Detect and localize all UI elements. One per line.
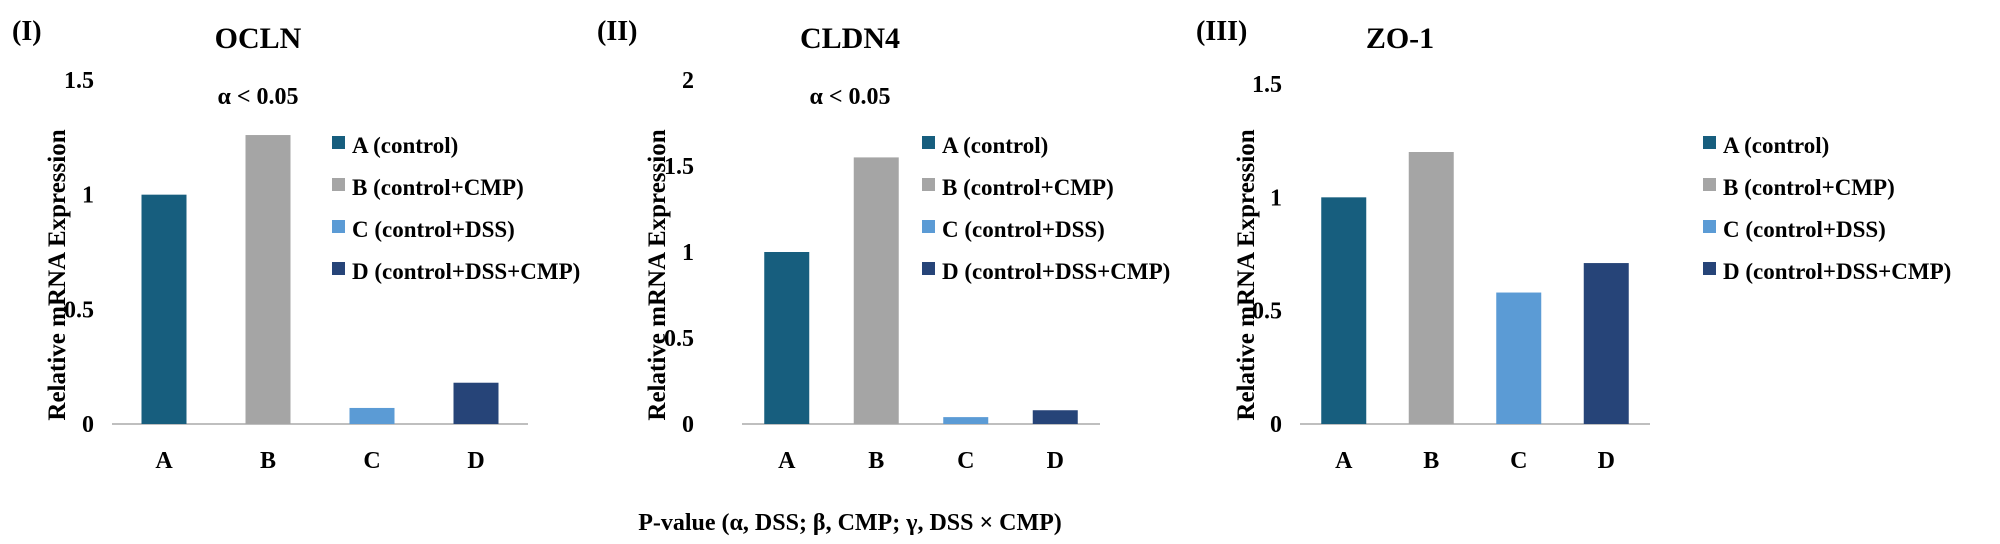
x-tick-label: D (1598, 448, 1615, 474)
chart-title: ZO-1 (1366, 22, 1434, 55)
y-tick-label: 1.5 (664, 154, 694, 180)
plot-area: 0 0.5 1 1.5 2 A B C D (664, 68, 1100, 474)
legend-swatch (332, 136, 345, 149)
plot-area: 0 0.5 1 1.5 A B C D (1252, 72, 1650, 474)
legend-label: C (control+DSS) (1723, 217, 1886, 242)
legend-swatch (1703, 136, 1716, 149)
bar-c (1496, 292, 1542, 424)
bar-c (349, 407, 395, 424)
bar-d (1583, 263, 1629, 424)
significance-annotation: α < 0.05 (809, 84, 890, 110)
x-tick-label: D (1047, 448, 1064, 474)
legend-label: D (control+DSS+CMP) (352, 259, 580, 284)
y-tick-label: 0.5 (664, 326, 694, 352)
bar-a (141, 194, 187, 424)
legend-label: C (control+DSS) (352, 217, 515, 242)
legend-swatch (332, 220, 345, 233)
bar-b (1408, 152, 1454, 424)
significance-annotation: α < 0.05 (217, 84, 298, 110)
legend-swatch (922, 178, 935, 191)
p-value-footnote: P-value (α, DSS; β, CMP; γ, DSS × CMP) (638, 510, 1062, 536)
y-tick-label: 1.5 (1252, 72, 1282, 98)
legend-label: C (control+DSS) (942, 217, 1105, 242)
panel-cldn4: (II) CLDN4 α < 0.05 Relative mRNA Expres… (597, 16, 1170, 474)
panel-label: (II) (597, 16, 637, 47)
legend-label: A (control) (1723, 133, 1829, 158)
legend-swatch (332, 262, 345, 275)
bar-a (764, 252, 810, 424)
x-tick-label: A (1335, 448, 1353, 474)
legend-swatch (332, 178, 345, 191)
legend-swatch (922, 220, 935, 233)
y-tick-label: 0.5 (1252, 299, 1282, 325)
panel-zo1: (III) ZO-1 Relative mRNA Expression 0 0.5… (1196, 16, 1951, 474)
legend-label: D (control+DSS+CMP) (942, 259, 1170, 284)
legend-swatch (1703, 262, 1716, 275)
y-tick-label: 0 (82, 412, 94, 438)
legend-swatch (1703, 178, 1716, 191)
x-tick-label: B (868, 448, 884, 474)
x-tick-label: A (778, 448, 796, 474)
y-tick-label: 1 (82, 183, 94, 209)
x-tick-label: B (260, 448, 276, 474)
legend-swatch (922, 136, 935, 149)
bar-c (943, 417, 989, 424)
x-tick-label: B (1423, 448, 1439, 474)
y-axis-label: Relative mRNA Expression (1233, 129, 1260, 420)
y-tick-label: 0.5 (64, 297, 94, 323)
y-axis-label: Relative mRNA Expression (44, 129, 71, 420)
y-tick-label: 1 (682, 240, 694, 266)
chart-title: CLDN4 (800, 22, 900, 55)
bar-d (453, 382, 499, 424)
bar-a (1321, 197, 1367, 424)
y-tick-label: 0 (1270, 412, 1282, 438)
panel-label: (I) (12, 16, 42, 47)
bar-b (853, 157, 899, 424)
x-tick-label: C (1510, 448, 1527, 474)
legend: A (control) B (control+CMP) C (control+DSS… (1703, 133, 1951, 284)
panel-ocln: (I) OCLN α < 0.05 Relative mRNA Expressi… (12, 16, 580, 474)
legend-label: B (control+CMP) (352, 175, 524, 200)
legend-label: D (control+DSS+CMP) (1723, 259, 1951, 284)
chart-title: OCLN (215, 22, 302, 55)
legend-swatch (1703, 220, 1716, 233)
panel-label: (III) (1196, 16, 1247, 47)
legend-swatch (922, 262, 935, 275)
x-tick-label: A (155, 448, 173, 474)
plot-area: 0 0.5 1 1.5 A B C D (64, 68, 528, 474)
bar-d (1032, 410, 1078, 424)
legend: A (control) B (control+CMP) C (control+DSS… (332, 133, 580, 284)
x-tick-label: C (957, 448, 974, 474)
legend-label: A (control) (942, 133, 1048, 158)
legend-label: B (control+CMP) (1723, 175, 1895, 200)
legend-label: B (control+CMP) (942, 175, 1114, 200)
y-tick-label: 1 (1270, 185, 1282, 211)
y-tick-label: 0 (682, 412, 694, 438)
x-tick-label: C (363, 448, 380, 474)
x-tick-label: D (467, 448, 484, 474)
bar-b (245, 135, 291, 425)
y-axis-label: Relative mRNA Expression (644, 129, 671, 420)
y-tick-label: 1.5 (64, 68, 94, 94)
y-tick-label: 2 (682, 68, 694, 94)
legend: A (control) B (control+CMP) C (control+DSS… (922, 133, 1170, 284)
legend-label: A (control) (352, 133, 458, 158)
